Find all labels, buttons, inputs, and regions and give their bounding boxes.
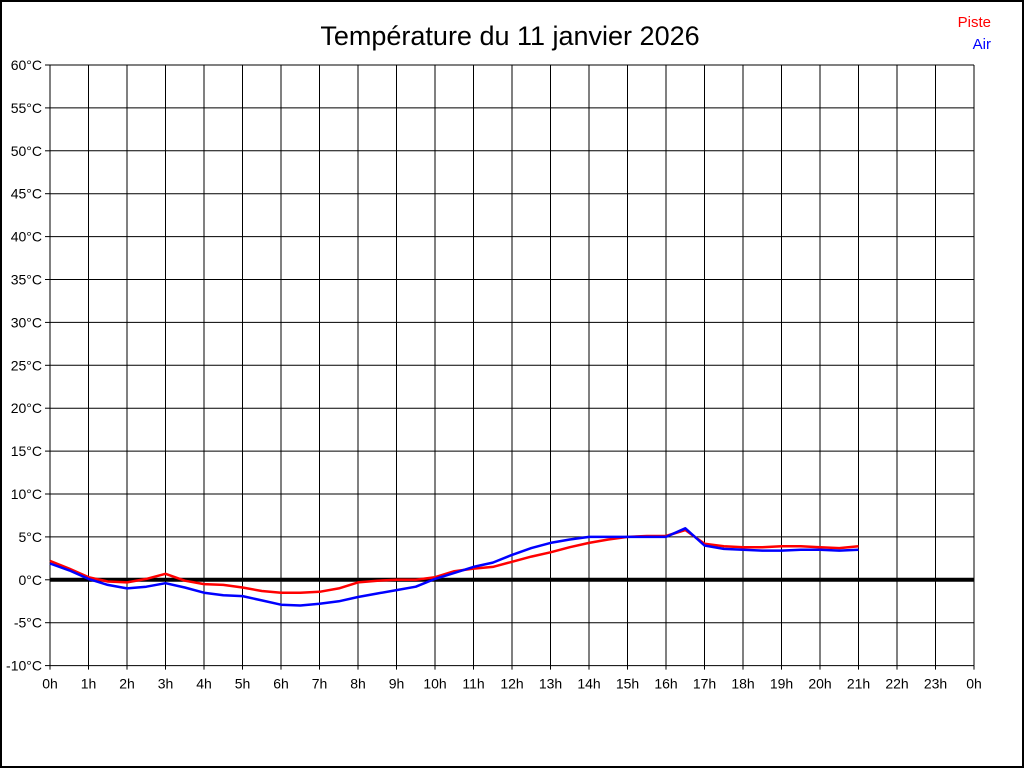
- x-tick-label: 15h: [616, 676, 639, 692]
- y-tick-label: 50°C: [11, 143, 42, 159]
- y-tick-label: 60°C: [11, 57, 42, 73]
- y-axis-labels: 60°C 55°C 50°C 45°C 40°C 35°C 30°C 25°C 20°C 15°C…: [6, 57, 42, 674]
- x-tick-label: 7h: [312, 676, 328, 692]
- y-tick-label: 25°C: [11, 357, 42, 373]
- x-tick-label: 8h: [350, 676, 366, 692]
- x-tick-label: 9h: [389, 676, 405, 692]
- x-tick-label: 10h: [423, 676, 446, 692]
- x-tick-label: 2h: [119, 676, 135, 692]
- series-lines: [49, 527, 859, 607]
- x-tick-label: 14h: [577, 676, 600, 692]
- y-tick-label: 35°C: [11, 272, 42, 288]
- chart-title: Température du 11 janvier 2026: [320, 21, 699, 51]
- axis-ticks: [45, 64, 975, 670]
- legend-air-label: Air: [973, 36, 991, 53]
- series-piste-line: [49, 528, 859, 594]
- y-tick-label: 45°C: [11, 186, 42, 202]
- x-tick-label: 6h: [273, 676, 289, 692]
- y-tick-label: 10°C: [11, 486, 42, 502]
- y-tick-label: -10°C: [6, 658, 42, 674]
- y-tick-label: 20°C: [11, 400, 42, 416]
- legend-piste-label: Piste: [958, 14, 991, 31]
- y-tick-label: 55°C: [11, 100, 42, 116]
- x-tick-label: 17h: [693, 676, 716, 692]
- series-air-line: [49, 527, 859, 607]
- grid-lines: [49, 64, 975, 667]
- x-tick-label: 12h: [500, 676, 523, 692]
- y-tick-label: 40°C: [11, 229, 42, 245]
- y-tick-label: -5°C: [14, 615, 42, 631]
- x-tick-label: 4h: [196, 676, 212, 692]
- x-tick-label: 13h: [539, 676, 562, 692]
- y-tick-label: 30°C: [11, 314, 42, 330]
- x-axis-labels: 0h 1h 2h 3h 4h 5h 6h 7h 8h 9h 10h 11h 12h 13h 14h 15h 16…: [42, 676, 982, 692]
- y-tick-label: 5°C: [19, 529, 43, 545]
- x-tick-label: 20h: [808, 676, 831, 692]
- y-tick-label: 15°C: [11, 443, 42, 459]
- x-tick-label: 0h: [966, 676, 982, 692]
- x-tick-label: 5h: [235, 676, 251, 692]
- x-tick-label: 0h: [42, 676, 58, 692]
- x-tick-label: 16h: [654, 676, 677, 692]
- x-tick-label: 21h: [847, 676, 870, 692]
- x-tick-label: 18h: [731, 676, 754, 692]
- x-tick-label: 22h: [885, 676, 908, 692]
- x-tick-label: 3h: [158, 676, 174, 692]
- x-tick-label: 1h: [81, 676, 97, 692]
- x-tick-label: 19h: [770, 676, 793, 692]
- y-tick-label: 0°C: [19, 572, 43, 588]
- x-tick-label: 23h: [924, 676, 947, 692]
- x-tick-label: 11h: [462, 676, 484, 692]
